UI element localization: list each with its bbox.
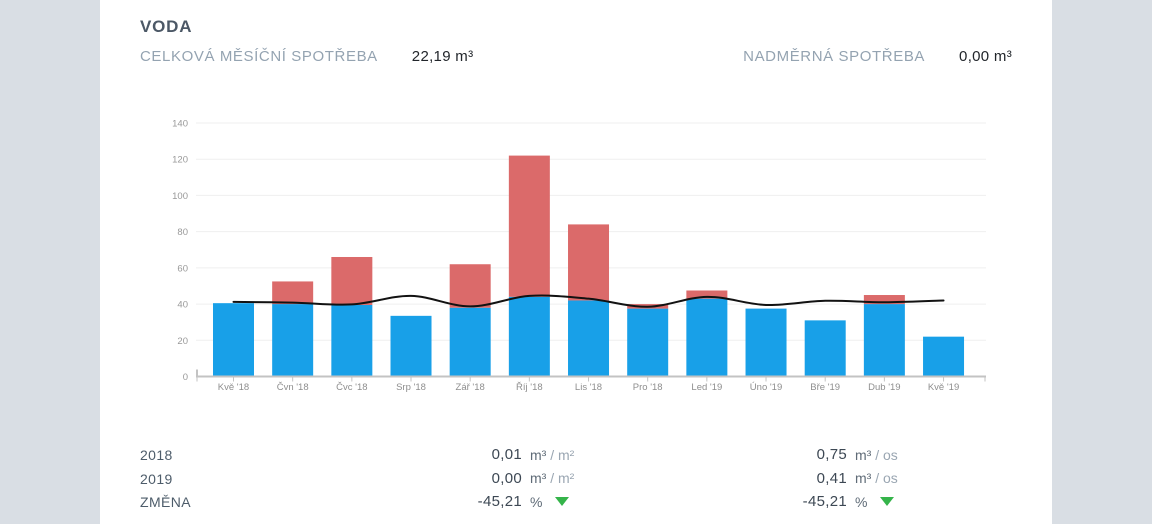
summary-bar: CELKOVÁ MĚSÍČNÍ SPOTŘEBA 22,19 m³ NADMĚR…	[140, 48, 1012, 68]
unit-main: m³	[530, 446, 547, 463]
chart-canvas: 0 20 40 60 80 100 120 140 Kvě '18 Čvn '18 Čvc '18 S…	[172, 119, 986, 393]
stats-row-label: 2019	[140, 470, 173, 487]
x-axis-month-label: Čvn '18	[277, 382, 309, 393]
unit-main: m³	[855, 446, 872, 463]
x-axis-month-label: Kvě '19	[928, 382, 959, 393]
stats-table: 2018 0,01 m³ / m² 0,75 m³ / os 2019 0,00 m³ / m…	[100, 444, 1052, 515]
bar-normal-13[interactable]	[923, 336, 965, 377]
unit-main: %	[855, 493, 868, 510]
bar-normal-2[interactable]	[272, 304, 314, 377]
stats-value-group: 0,75 m³ / os	[665, 446, 898, 463]
x-axis-month-label: Srp '18	[396, 382, 426, 393]
stats-value-unit: m³ / m²	[530, 470, 574, 486]
total-consumption-value: 22,19 m³	[411, 48, 474, 65]
decrease-arrow-icon	[880, 497, 895, 506]
stats-value-number: 0,75	[816, 446, 847, 463]
bar-excess-5[interactable]	[449, 264, 491, 308]
bar-excess-7[interactable]	[568, 224, 610, 301]
x-axis-month-label: Lis '18	[575, 382, 602, 393]
stats-value-group: -45,21%	[665, 493, 895, 510]
stats-row-label: 2018	[140, 447, 173, 463]
bar-normal-8[interactable]	[627, 308, 669, 377]
stats-value-group: -45,21%	[340, 493, 570, 510]
bar-normal-3[interactable]	[331, 304, 373, 377]
x-axis-month-label: Led '19	[691, 382, 722, 393]
y-axis-tick-label: 120	[172, 155, 188, 166]
stats-value-unit: m³ / os	[855, 447, 898, 463]
excess-consumption-label: NADMĚRNÁ SPOTŘEBA	[743, 48, 926, 65]
x-axis-month-label: Pro '18	[633, 382, 663, 393]
stats-value-number: 0,00	[491, 469, 522, 487]
bar-normal-4[interactable]	[390, 315, 432, 377]
bar-normal-5[interactable]	[449, 307, 491, 377]
norm-line	[232, 294, 945, 308]
bar-excess-6[interactable]	[508, 155, 550, 297]
stats-value-unit: %	[855, 494, 867, 510]
x-axis-month-label: Bře '19	[810, 382, 840, 393]
consumption-chart: 0 20 40 60 80 100 120 140 Kvě '18 Čvn '18 Čvc '18 S…	[100, 100, 1052, 400]
unit-sub: / m²	[546, 446, 575, 463]
bar-normal-10[interactable]	[745, 308, 787, 377]
y-axis-tick-label: 0	[183, 372, 188, 383]
excess-consumption-value: 0,00 m³	[959, 48, 1012, 65]
stats-row-změna: ZMĚNA -45,21% -45,21%	[100, 491, 1052, 515]
unit-sub: / os	[871, 446, 898, 463]
stats-value-group: 0,00 m³ / m²	[340, 469, 575, 487]
page-title: VODA	[140, 17, 193, 36]
stats-value-unit: m³ / m²	[530, 447, 574, 463]
stats-row-label: ZMĚNA	[140, 494, 191, 510]
total-consumption-label: CELKOVÁ MĚSÍČNÍ SPOTŘEBA	[140, 48, 378, 65]
x-axis-month-label: Říj '18	[516, 382, 543, 393]
decrease-arrow-icon	[555, 497, 570, 506]
unit-main: %	[530, 493, 543, 510]
stats-value-number: -45,21	[802, 493, 847, 510]
stats-value-number: -45,21	[477, 493, 522, 510]
bar-normal-1[interactable]	[213, 303, 254, 377]
bar-excess-3[interactable]	[331, 256, 373, 305]
stats-value-unit: m³ / os	[855, 470, 898, 486]
unit-main: m³	[530, 470, 547, 486]
stats-value-group: 0,01 m³ / m²	[340, 446, 575, 463]
stats-value-number: 0,01	[491, 446, 522, 463]
total-monthly-consumption: CELKOVÁ MĚSÍČNÍ SPOTŘEBA 22,19 m³	[140, 48, 473, 65]
y-axis-tick-label: 60	[177, 263, 188, 274]
bar-excess-9[interactable]	[686, 290, 728, 299]
bar-normal-6[interactable]	[508, 296, 550, 377]
stats-value-unit: %	[530, 494, 542, 510]
x-axis-month-label: Úno '19	[750, 382, 782, 393]
x-axis-month-label: Kvě '18	[218, 382, 249, 393]
stats-row-2018: 2018 0,01 m³ / m² 0,75 m³ / os	[100, 444, 1052, 468]
x-axis-month-label: Dub '19	[868, 382, 900, 393]
water-consumption-card: VODA CELKOVÁ MĚSÍČNÍ SPOTŘEBA 22,19 m³ N…	[100, 0, 1052, 524]
unit-sub: / os	[871, 470, 898, 486]
bar-normal-9[interactable]	[686, 298, 728, 377]
stats-row-2019: 2019 0,00 m³ / m² 0,41 m³ / os	[100, 468, 1052, 492]
bar-normal-12[interactable]	[863, 304, 905, 377]
bar-normal-11[interactable]	[804, 320, 846, 377]
unit-sub: / m²	[546, 470, 575, 486]
stats-value-number: 0,41	[816, 469, 847, 487]
excess-consumption: NADMĚRNÁ SPOTŘEBA 0,00 m³	[743, 48, 1012, 65]
y-axis-tick-label: 100	[172, 191, 188, 202]
unit-main: m³	[855, 470, 872, 486]
bar-normal-7[interactable]	[568, 300, 610, 377]
y-axis-tick-label: 40	[177, 300, 188, 311]
stats-value-group: 0,41 m³ / os	[665, 470, 898, 487]
bar-excess-12[interactable]	[863, 295, 905, 305]
y-axis-tick-label: 80	[177, 227, 188, 238]
bar-excess-2[interactable]	[272, 281, 314, 305]
x-axis-month-label: Čvc '18	[336, 382, 367, 393]
x-axis-month-label: Zář '18	[456, 382, 485, 393]
y-axis-tick-label: 140	[172, 119, 188, 130]
y-axis-tick-label: 20	[177, 336, 188, 347]
